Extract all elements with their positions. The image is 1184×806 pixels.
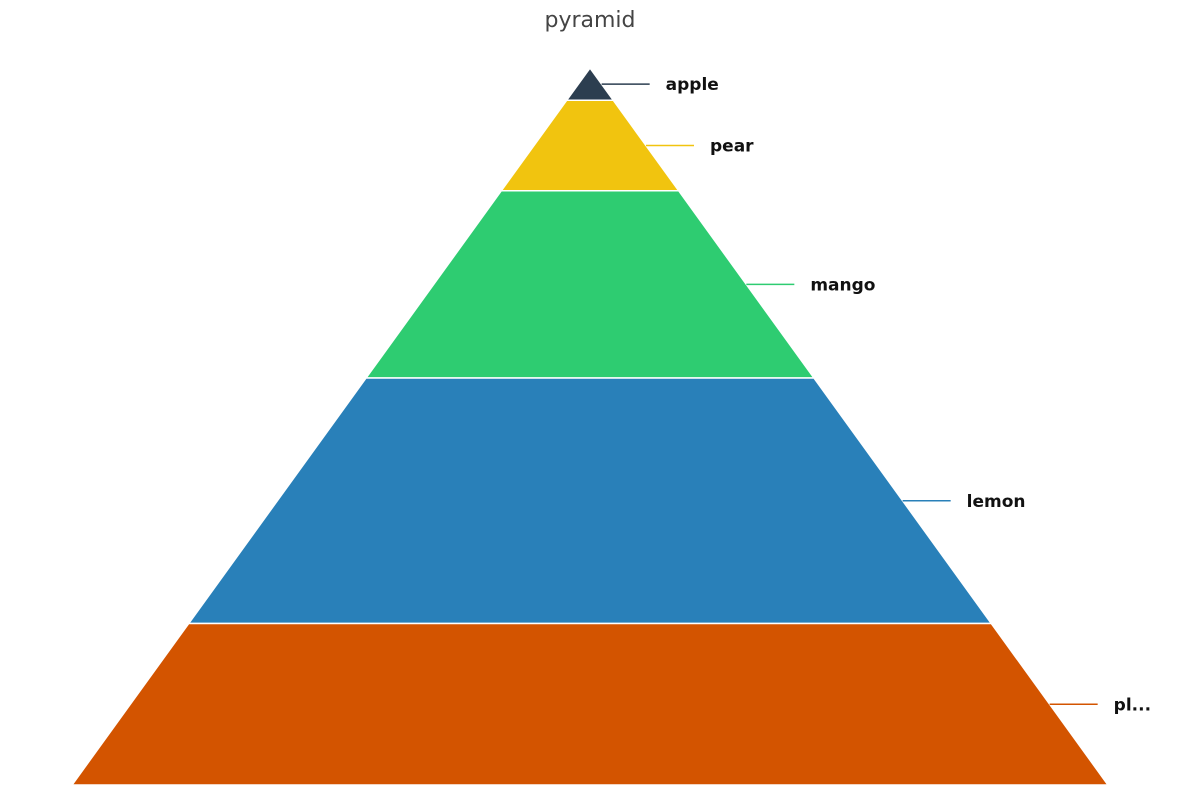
- label-mango: mango: [810, 275, 875, 295]
- chart-title: pyramid: [544, 8, 636, 33]
- label-pl: pl...: [1114, 695, 1151, 715]
- label-lemon: lemon: [967, 492, 1026, 512]
- label-apple: apple: [666, 75, 719, 95]
- pyramid-segment-lemon: [187, 377, 993, 625]
- pyramid-segment-pl: [70, 622, 1110, 786]
- label-pear: pear: [710, 137, 754, 157]
